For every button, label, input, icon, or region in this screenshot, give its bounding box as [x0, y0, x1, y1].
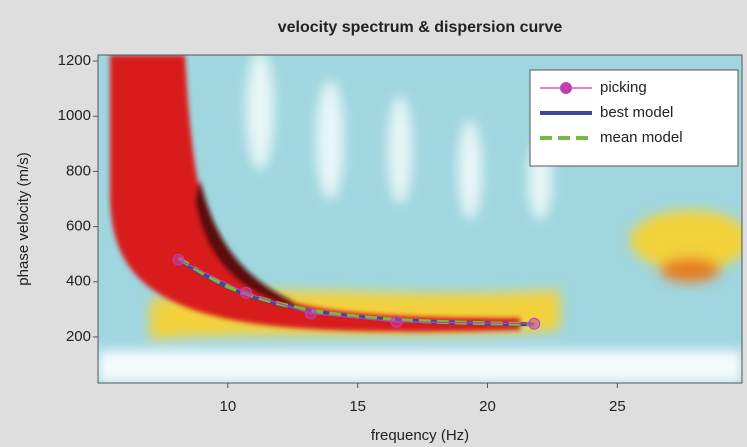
y-tick-label: 400 — [66, 273, 91, 290]
y-tick-label: 200 — [66, 328, 91, 345]
warm-patch — [630, 210, 742, 270]
picking-point — [172, 253, 185, 266]
streak — [388, 95, 412, 205]
y-tick-label: 600 — [66, 218, 91, 235]
legend-marker — [560, 82, 572, 94]
x-tick-label: 15 — [349, 398, 366, 415]
y-axis-label: phase velocity (m/s) — [15, 152, 32, 285]
y-tick-label: 1000 — [58, 107, 91, 124]
legend-label: mean model — [600, 129, 683, 146]
ridge — [110, 55, 520, 332]
x-tick-label: 10 — [219, 398, 236, 415]
spectrum-ridge — [110, 55, 520, 332]
picking-point — [390, 315, 403, 328]
x-tick-label: 25 — [609, 398, 626, 415]
plot-frame — [97, 54, 743, 384]
chart-title: velocity spectrum & dispersion curve — [278, 19, 563, 36]
low-band — [98, 350, 742, 383]
y-tick-label: 800 — [66, 162, 91, 179]
x-axis-label: frequency (Hz) — [371, 427, 469, 444]
ridge-core — [195, 180, 300, 308]
legend-label: best model — [600, 104, 673, 121]
streak — [246, 55, 274, 170]
picking-point — [304, 307, 317, 320]
warm-patch — [660, 258, 720, 282]
picking-point — [528, 317, 541, 330]
y-tick-label: 1200 — [58, 52, 91, 69]
legend-label: picking — [600, 79, 647, 96]
x-tick-label: 20 — [479, 398, 496, 415]
streak — [458, 120, 482, 220]
picking-point — [240, 286, 253, 299]
streak — [316, 80, 344, 200]
